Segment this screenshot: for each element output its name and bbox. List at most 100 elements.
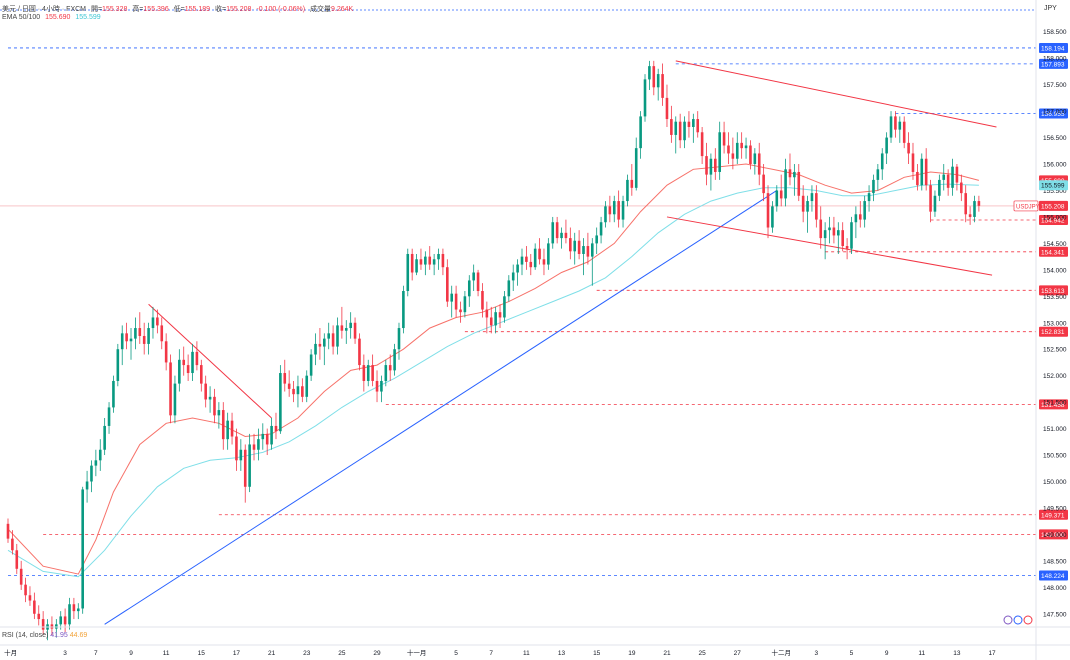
level-badge — [1039, 570, 1068, 581]
candle-body — [476, 272, 480, 292]
candle-body — [841, 230, 845, 247]
candle-body — [960, 182, 963, 194]
candle-body — [797, 171, 801, 196]
candle-body — [331, 333, 335, 347]
candle-body — [696, 119, 700, 133]
price-badge — [1039, 200, 1068, 211]
candle-body — [134, 328, 137, 339]
open-value: 155.328 — [102, 6, 128, 13]
trend-line — [148, 303, 272, 419]
candle-body — [599, 222, 603, 236]
level-badge — [1039, 246, 1068, 257]
candle-body — [415, 259, 418, 273]
level-badge-label: 152.831 — [1041, 329, 1065, 336]
rsi-legend: RSI (14, close) 41.95 44.69 — [2, 632, 87, 639]
candle-body — [318, 343, 322, 347]
x-tick-label: 3 — [815, 650, 819, 657]
level-badge — [1039, 42, 1068, 53]
ema100-line — [7, 183, 979, 578]
candle-body — [595, 235, 598, 244]
candle-body — [525, 256, 528, 262]
level-badge-label: 154.942 — [1041, 218, 1065, 225]
candle-body — [103, 425, 106, 450]
candle-body — [810, 193, 814, 202]
x-tick-label: 9 — [885, 650, 889, 657]
candle-body — [639, 116, 642, 149]
level-badge-label: 149.371 — [1041, 512, 1065, 519]
x-tick-label: 15 — [198, 650, 206, 657]
candle-body — [296, 386, 300, 395]
high-value: 155.396 — [143, 6, 169, 13]
candle-body — [226, 420, 229, 440]
candle-body — [186, 365, 190, 374]
x-tick-label: 19 — [628, 650, 636, 657]
candle-body — [388, 365, 392, 371]
x-tick-label: 7 — [489, 650, 493, 657]
time-axis[interactable]: 十月 3 7 9 11 15 17 21 23 25 29 十一月 5 7 11 13 15 19 21 25 27 十二… — [4, 648, 996, 657]
candle-body — [586, 246, 590, 257]
candle-body — [692, 119, 695, 127]
candle-body — [538, 248, 541, 260]
candle-body — [801, 195, 805, 212]
candle-body — [37, 613, 41, 620]
candle-body — [279, 373, 282, 432]
volume-value: 9.264K — [330, 6, 354, 13]
candle-body — [705, 156, 708, 175]
candle-body — [652, 66, 656, 88]
candle-body — [68, 604, 71, 625]
trend-line — [675, 60, 997, 128]
x-tick-label: 17 — [988, 650, 996, 657]
x-tick-label: 29 — [373, 650, 381, 657]
price-badge — [1039, 180, 1068, 191]
candle-body — [815, 193, 818, 220]
level-badge-label: 156.955 — [1041, 111, 1065, 118]
ema50-value: 155.690 — [45, 14, 71, 21]
candle-body — [467, 280, 471, 297]
candle-body — [98, 449, 102, 461]
candle-body — [551, 222, 555, 244]
candle-body — [973, 201, 976, 217]
candle-body — [213, 396, 216, 416]
candle-body — [674, 121, 678, 135]
candle-body — [380, 380, 383, 392]
candle-body — [19, 568, 23, 585]
candle-body — [867, 193, 871, 202]
candle-body — [560, 232, 563, 239]
y-tick-label: 152.000 — [1043, 373, 1067, 380]
level-badge-label: 153.613 — [1041, 288, 1065, 295]
y-tick-label: 158.000 — [1043, 56, 1067, 63]
y-tick-label: 151.000 — [1043, 426, 1067, 433]
candle-body — [344, 328, 348, 331]
trend-lines[interactable] — [104, 60, 997, 625]
candle-body — [305, 375, 309, 397]
candle-body — [314, 343, 317, 355]
candle-body — [63, 616, 67, 625]
candle-body — [788, 169, 792, 178]
candle-body — [771, 206, 774, 228]
candle-body — [446, 267, 449, 302]
ema50-line — [7, 163, 980, 575]
candle-body — [920, 158, 924, 186]
candle-body — [72, 604, 76, 612]
level-badge-label: 157.893 — [1041, 61, 1065, 68]
symbol-ohlc-legend: 美元 / 日圓 · 4小時 · FXCM 開=155.328 高=155.396… — [2, 4, 356, 14]
candle-body — [11, 538, 14, 551]
candle-body — [700, 132, 704, 157]
candle-body — [555, 222, 559, 239]
candle-body — [648, 66, 651, 80]
event-marker-icon — [1013, 615, 1023, 625]
candle-body — [929, 185, 932, 212]
level-badge — [1039, 509, 1068, 520]
candle-body — [450, 293, 454, 302]
candle-body — [204, 383, 207, 400]
candle-body — [375, 380, 379, 392]
level-badge-label: 149.000 — [1041, 532, 1065, 539]
candle-body — [819, 219, 823, 239]
candle-body — [885, 137, 888, 154]
level-badge-label: 154.341 — [1041, 249, 1065, 256]
candle-body — [735, 142, 739, 159]
candle-body — [358, 338, 361, 366]
candle-body — [81, 489, 84, 609]
